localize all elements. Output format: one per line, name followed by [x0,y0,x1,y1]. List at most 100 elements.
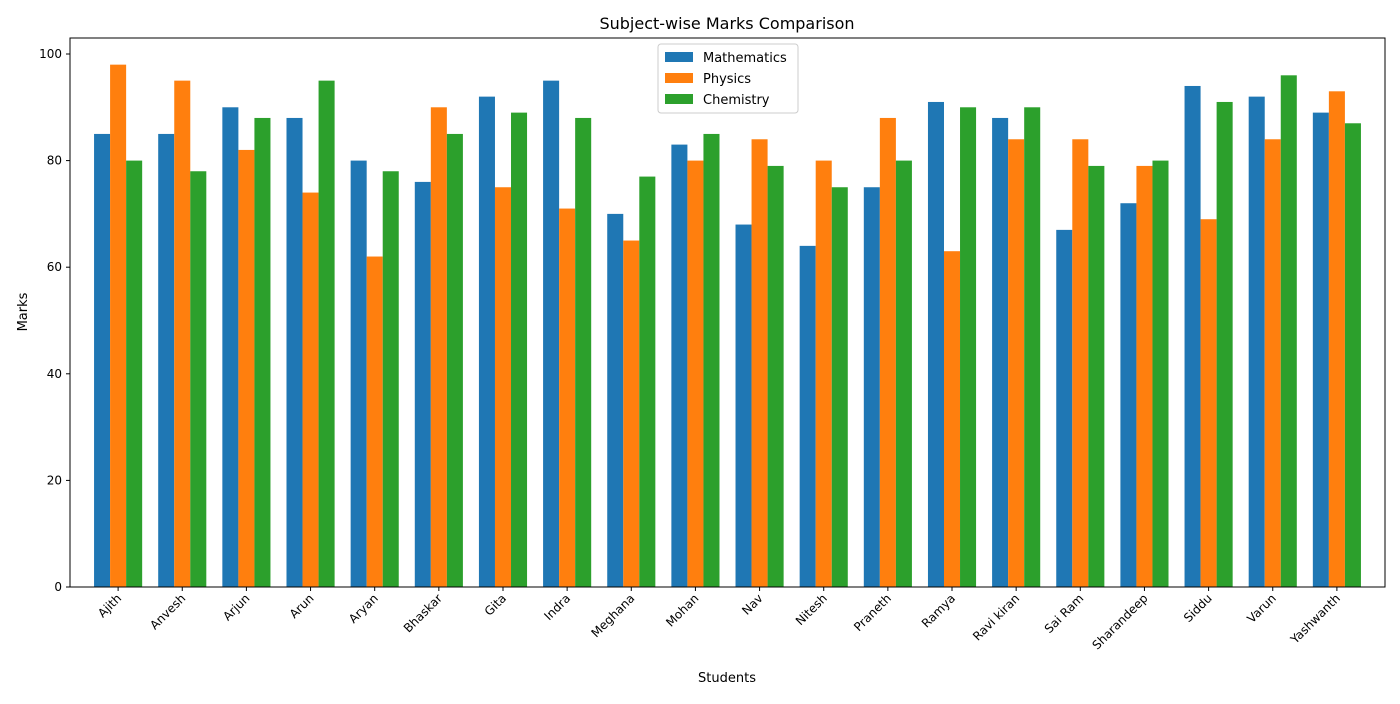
bar-chemistry-arun [318,80,335,587]
bar-chemistry-bhaskar [446,133,463,587]
bar-chemistry-gita [511,112,528,588]
legend-label-physics: Physics [703,72,751,87]
legend-label-chemistry: Chemistry [703,93,770,108]
x-tick-label: Indra [541,591,573,623]
x-tick-label: Varun [1244,591,1278,625]
x-tick-label: Mohan [663,591,701,629]
x-tick-label: Arun [287,591,317,621]
x-axis-label: Students [698,671,756,686]
bar-physics-nitesh [815,160,832,587]
legend-swatch-mathematics [665,52,693,62]
x-tick-label: Gita [482,591,509,618]
bar-physics-aryan [366,256,383,587]
bar-mathematics-mohan [671,144,688,587]
y-tick-label: 0 [54,580,62,594]
bar-mathematics-praneth [863,187,880,588]
bar-chemistry-meghana [639,176,656,587]
x-tick-label: Arjun [220,591,252,623]
x-tick-label: Ravi kiran [970,591,1022,643]
x-tick-label: Nitesh [793,591,830,628]
bar-chemistry-sharandeep [1152,160,1169,587]
y-tick-label: 40 [47,367,62,381]
legend: Mathematics Physics Chemistry [657,43,799,114]
bar-mathematics-varun [1248,96,1265,587]
bar-mathematics-ramya [927,101,944,588]
x-tick-label: Sai Ram [1042,591,1087,636]
bar-mathematics-arjun [222,107,239,587]
chart-title: Subject-wise Marks Comparison [599,14,854,33]
bar-mathematics-aryan [350,160,367,587]
y-tick-label: 100 [39,47,62,61]
bar-physics-ajith [110,64,127,587]
bar-chemistry-siddu [1216,101,1233,588]
bar-physics-nav [751,139,768,587]
bar-mathematics-sai-ram [1056,229,1073,587]
series-chemistry [126,75,1361,588]
bar-physics-mohan [687,160,704,587]
y-axis-label: Marks [16,292,31,331]
bar-chemistry-ravi-kiran [1024,107,1041,587]
bar-chemistry-ramya [960,107,977,587]
bar-physics-arjun [238,149,255,587]
bar-chemistry-aryan [382,171,399,587]
bar-chemistry-anvesh [190,171,207,587]
x-tick-label: Bhaskar [401,591,445,635]
bar-physics-anvesh [174,80,191,587]
y-tick-label: 80 [47,154,62,168]
bar-physics-varun [1264,139,1281,587]
bar-physics-sai-ram [1072,139,1089,587]
bar-chemistry-indra [575,117,592,587]
bar-mathematics-nav [735,224,752,588]
bar-mathematics-yashwanth [1312,112,1329,588]
bar-physics-sharandeep [1136,165,1153,588]
x-tick-label: Yashwanth [1287,591,1343,647]
x-tick-label: Sharandeep [1089,591,1150,652]
bar-chemistry-yashwanth [1344,123,1361,587]
bar-physics-arun [302,192,319,587]
bar-physics-ramya [943,251,961,587]
bar-mathematics-bhaskar [414,181,431,587]
legend-label-mathematics: Mathematics [703,51,787,66]
bar-physics-siddu [1200,219,1217,587]
legend-swatch-physics [665,73,693,83]
x-tick-label: Praneth [851,591,894,634]
bar-chemistry-praneth [895,160,912,587]
bar-chemistry-arjun [254,117,271,587]
bar-chemistry-varun [1280,75,1297,587]
bar-physics-gita [494,187,512,588]
bar-chemistry-mohan [703,133,720,587]
x-tick-label: Ramya [919,591,958,630]
plot-frame [69,37,1386,588]
series-mathematics [94,80,1329,588]
bar-physics-yashwanth [1328,91,1345,588]
y-tick-label: 20 [47,473,62,487]
x-tick-label: Nav [739,591,765,617]
x-tick-label: Siddu [1181,591,1215,625]
bar-physics-ravi-kiran [1008,139,1025,587]
bar-mathematics-arun [286,117,303,587]
bar-mathematics-gita [478,96,495,587]
series-physics [110,64,1345,588]
y-tick-label: 60 [47,260,62,274]
bar-physics-meghana [623,240,640,588]
bar-physics-indra [559,208,576,587]
bar-chemistry-ajith [126,160,143,587]
bar-mathematics-siddu [1184,85,1201,587]
bar-mathematics-anvesh [158,133,175,587]
bar-mathematics-sharandeep [1120,203,1137,588]
bars-layer [94,64,1361,588]
x-tick-label: Ajith [95,591,124,620]
bar-chemistry-nav [767,165,784,588]
bar-mathematics-ajith [94,133,111,587]
x-tick-label: Aryan [346,591,381,626]
bar-physics-praneth [879,117,896,587]
bar-mathematics-nitesh [799,245,816,587]
x-tick-label: Meghana [588,591,637,640]
bar-chemistry-nitesh [831,187,848,588]
bar-mathematics-ravi-kiran [992,117,1009,587]
legend-swatch-chemistry [665,94,693,104]
bar-mathematics-meghana [607,213,624,587]
bar-mathematics-indra [543,80,560,587]
